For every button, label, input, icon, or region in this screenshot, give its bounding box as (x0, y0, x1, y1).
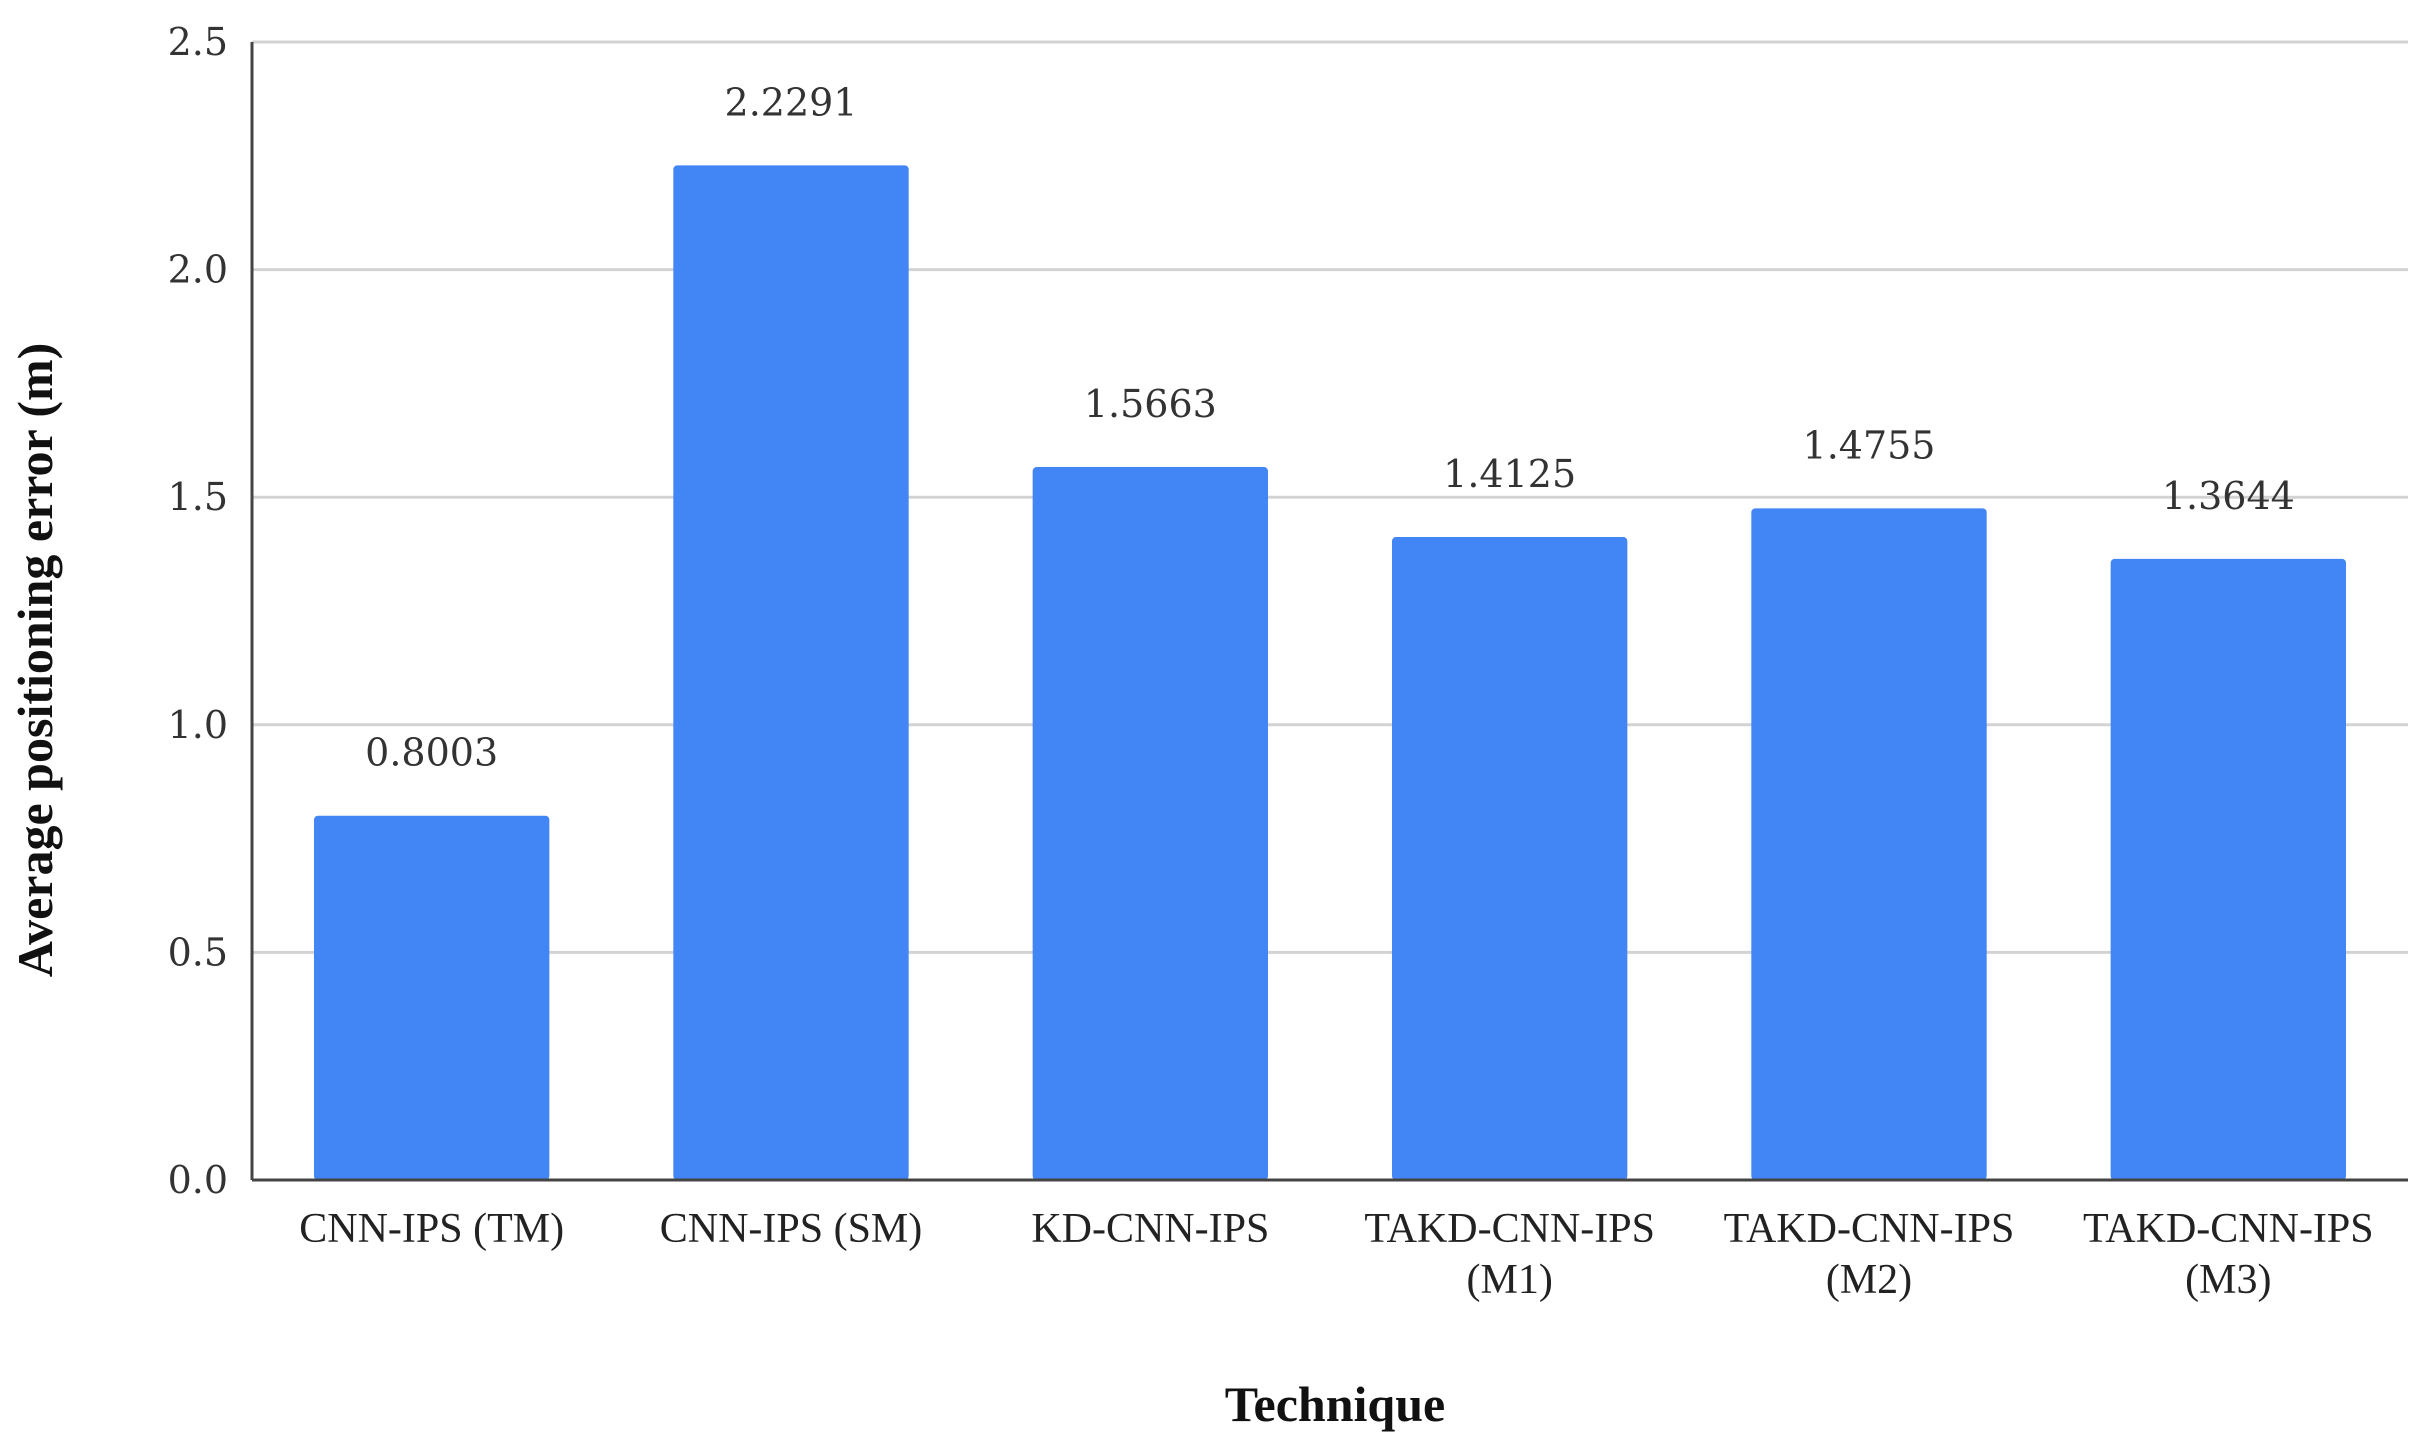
x-tick-label: TAKD-CNN-IPS (2083, 1206, 2374, 1252)
x-tick-label: (M2) (1826, 1257, 1912, 1303)
y-tick-label: 0.0 (168, 1158, 228, 1202)
bars (313, 165, 2347, 1181)
x-tick-label: TAKD-CNN-IPS (1724, 1206, 2015, 1252)
y-tick-label: 2.0 (168, 248, 228, 292)
data-label: 1.3644 (2162, 474, 2295, 518)
data-label: 1.4125 (1443, 452, 1576, 496)
bar (673, 165, 909, 1181)
x-tick-label: TAKD-CNN-IPS (1364, 1206, 1655, 1252)
y-axis-title: Average positioning error (m) (7, 343, 63, 978)
bar (313, 815, 550, 1180)
y-tick-label: 0.5 (168, 930, 228, 974)
labels: 0.0 0.5 1.0 1.5 2.0 2.5 0.8003 CNN-IPS (TM) 2.22… (168, 20, 2374, 1303)
bar (1751, 508, 1987, 1180)
x-tick-label: CNN-IPS (TM) (299, 1206, 564, 1252)
data-label: 1.5663 (1084, 382, 1217, 426)
y-tick-label: 1.5 (168, 475, 228, 519)
y-tick-label: 2.5 (168, 20, 228, 64)
x-tick-label: CNN-IPS (SM) (660, 1206, 923, 1252)
bar (2110, 558, 2347, 1180)
data-label: 2.2291 (725, 80, 858, 124)
data-label: 0.8003 (365, 731, 498, 775)
y-tick-label: 1.0 (168, 703, 228, 747)
x-tick-label: KD-CNN-IPS (1031, 1206, 1269, 1252)
x-tick-label: (M1) (1467, 1257, 1553, 1303)
x-axis-title: Technique (1225, 1376, 1445, 1432)
bar (1391, 537, 1628, 1180)
data-label: 1.4755 (1803, 423, 1936, 467)
x-tick-label: (M3) (2185, 1257, 2271, 1303)
bar (1032, 467, 1269, 1180)
gridlines (252, 40, 2408, 954)
axes (250, 42, 2408, 1182)
